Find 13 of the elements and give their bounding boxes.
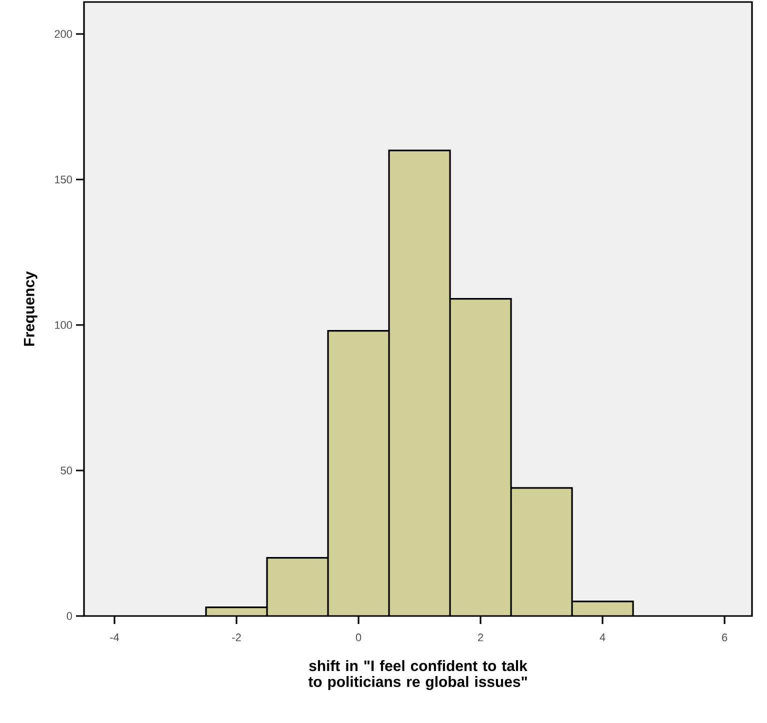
x-tick-label: -4 bbox=[110, 634, 120, 642]
y-tick-label: 200 bbox=[54, 30, 72, 38]
y-tick-label: 150 bbox=[55, 176, 72, 184]
y-tick-label: 0 bbox=[66, 612, 72, 620]
x-tick-label: 4 bbox=[600, 634, 606, 642]
x-tick-label: -2 bbox=[232, 634, 241, 642]
y-tick-label: 50 bbox=[60, 466, 72, 474]
x-tick-label: 0 bbox=[356, 634, 362, 642]
y-tick-label: 100 bbox=[55, 321, 72, 329]
x-tick-label: 2 bbox=[478, 634, 484, 642]
x-axis-title: shift in "I feel confident to talk to politicians re global issues" bbox=[308, 660, 528, 690]
y-axis-title: Frequency bbox=[24, 271, 38, 346]
x-tick-label: 6 bbox=[722, 634, 728, 642]
